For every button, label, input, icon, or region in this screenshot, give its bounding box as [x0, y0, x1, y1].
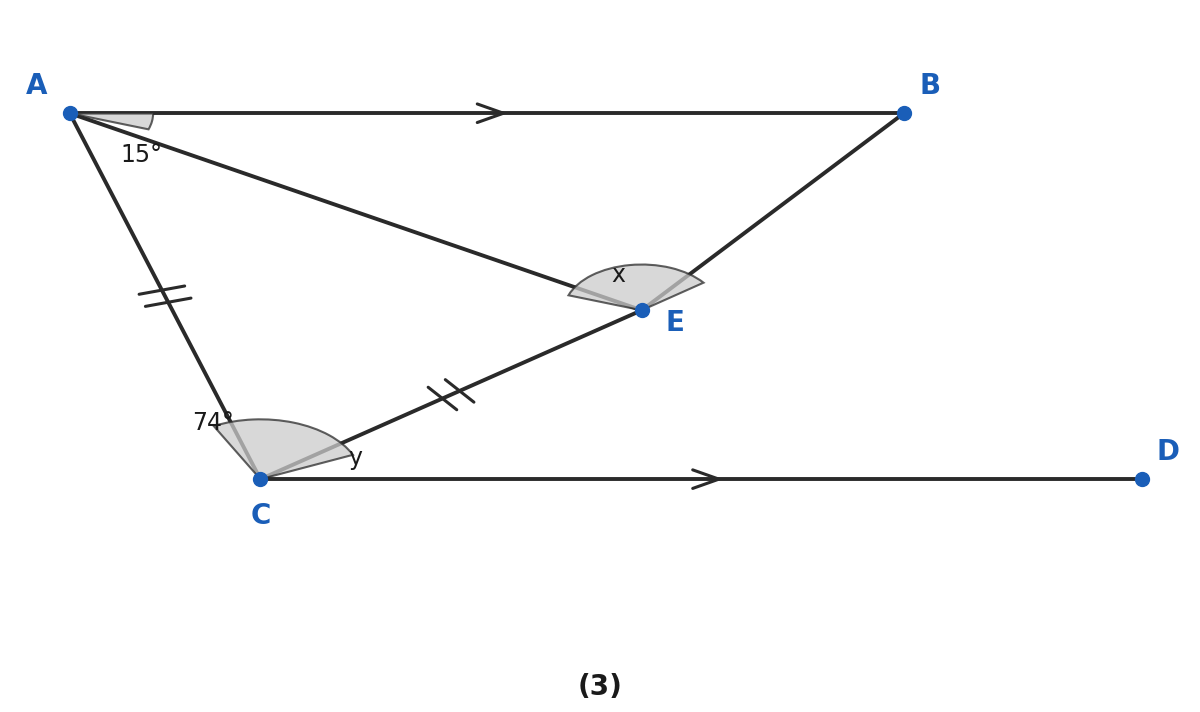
Text: x: x [611, 263, 625, 287]
Wedge shape [569, 265, 703, 310]
Text: (3): (3) [577, 673, 623, 701]
Text: y: y [349, 446, 362, 470]
Text: A: A [25, 73, 47, 100]
Wedge shape [70, 113, 154, 130]
Text: E: E [666, 309, 684, 337]
Text: 15°: 15° [120, 143, 162, 167]
Wedge shape [214, 419, 353, 479]
Text: C: C [250, 502, 270, 530]
Text: D: D [1157, 439, 1180, 466]
Text: B: B [919, 73, 941, 100]
Text: 74°: 74° [192, 411, 234, 435]
